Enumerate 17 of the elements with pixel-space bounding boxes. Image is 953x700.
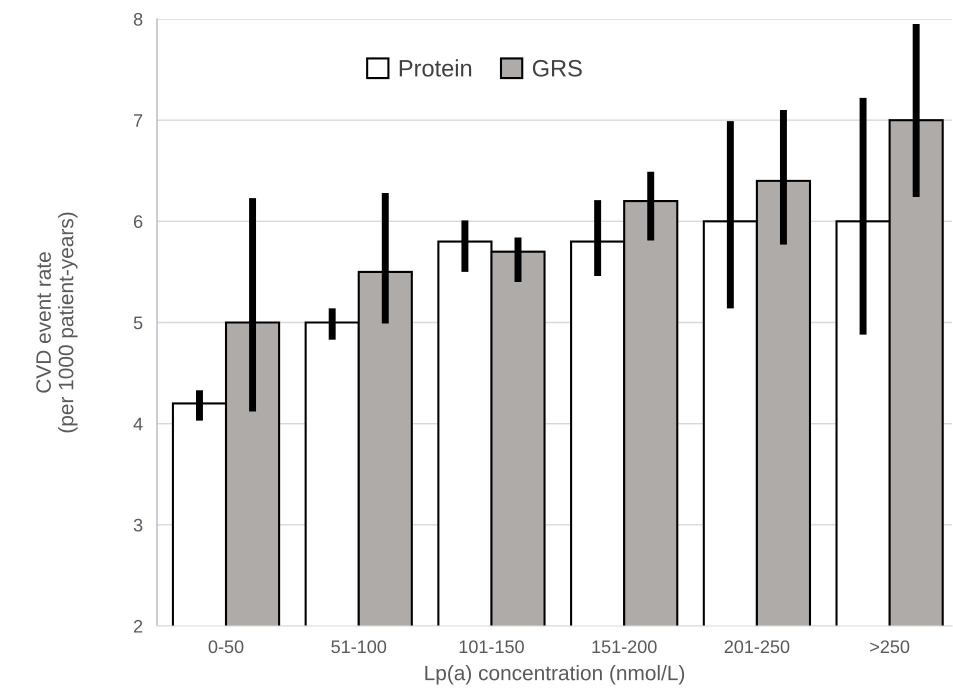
- legend-label: Protein: [400, 59, 472, 77]
- y-tick-label: 4: [133, 418, 143, 430]
- legend-label: GRS: [532, 60, 582, 77]
- x-tick-label: >250: [870, 640, 910, 654]
- y-axis-title: CVD event rate (per 1000 patient-years): [36, 212, 78, 432]
- y-tick-label: 5: [134, 316, 142, 330]
- y-tick-label: 7: [134, 114, 142, 127]
- y-tick-label: 3: [134, 518, 142, 532]
- x-tick-label: 151-200: [592, 640, 657, 654]
- y-tick-label: 2: [134, 620, 142, 633]
- x-tick-label: 51-100: [331, 640, 386, 654]
- y-tick-label: 8: [134, 12, 142, 26]
- x-tick-label: 101-150: [460, 640, 524, 654]
- x-tick-label: 0-50: [208, 640, 244, 654]
- x-axis-title: Lp(a) concentration (nmol/L): [425, 665, 684, 684]
- y-tick-label: 6: [134, 215, 142, 228]
- x-tick-label: 201-250: [724, 640, 790, 654]
